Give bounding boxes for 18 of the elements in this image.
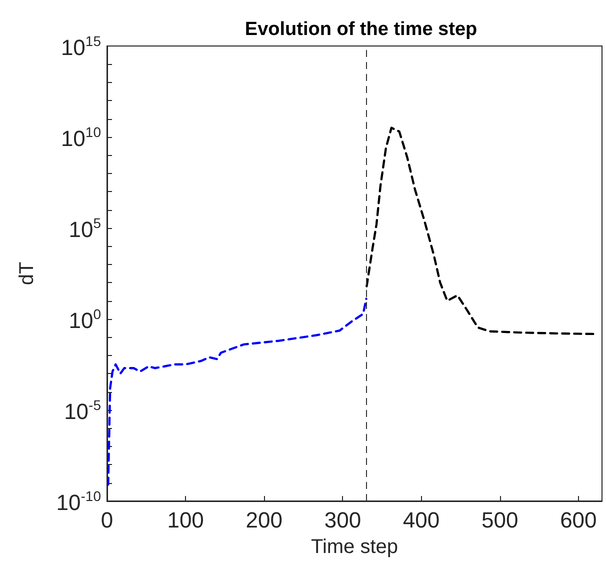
y-tick-label: 10$^{10}$ xyxy=(60,124,101,151)
y-tick-label: 10$^{-10}$ xyxy=(56,488,101,515)
y-axis-title: dT xyxy=(16,262,38,286)
y-tick-label: 10$^{5}$ xyxy=(68,215,101,242)
x-tick-label: 300 xyxy=(324,508,362,532)
chart-title: Evolution of the time step xyxy=(244,19,478,40)
line-series xyxy=(366,126,597,336)
x-tick-label: 400 xyxy=(402,508,440,532)
y-tick-label: 10$^{-5}$ xyxy=(64,397,101,424)
x-tick-label: 500 xyxy=(482,508,518,532)
x-tick-label: 200 xyxy=(246,508,282,532)
x-tick-label: 100 xyxy=(167,508,204,532)
x-tick-label: 0 xyxy=(100,508,114,532)
x-axis-title: Time step xyxy=(310,536,398,558)
line-series xyxy=(107,298,368,486)
x-tick-label: 600 xyxy=(560,508,597,532)
y-tick-label: 10$^{0}$ xyxy=(68,306,101,333)
y-tick-label: 10$^{15}$ xyxy=(60,33,101,60)
